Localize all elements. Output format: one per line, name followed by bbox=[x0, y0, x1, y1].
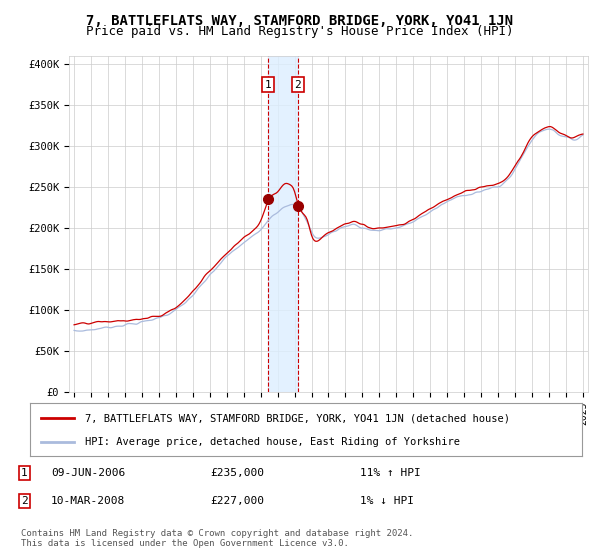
Bar bbox=[268, 56, 298, 392]
Text: 09-JUN-2006: 09-JUN-2006 bbox=[51, 468, 125, 478]
Text: Contains HM Land Registry data © Crown copyright and database right 2024.
This d: Contains HM Land Registry data © Crown c… bbox=[21, 529, 413, 548]
Text: 2: 2 bbox=[21, 496, 28, 506]
Text: 7, BATTLEFLATS WAY, STAMFORD BRIDGE, YORK, YO41 1JN (detached house): 7, BATTLEFLATS WAY, STAMFORD BRIDGE, YOR… bbox=[85, 413, 510, 423]
Text: Price paid vs. HM Land Registry's House Price Index (HPI): Price paid vs. HM Land Registry's House … bbox=[86, 25, 514, 38]
Text: HPI: Average price, detached house, East Riding of Yorkshire: HPI: Average price, detached house, East… bbox=[85, 436, 460, 446]
Text: 1: 1 bbox=[265, 80, 271, 90]
Text: £227,000: £227,000 bbox=[210, 496, 264, 506]
Text: 2: 2 bbox=[295, 80, 301, 90]
Text: 1% ↓ HPI: 1% ↓ HPI bbox=[360, 496, 414, 506]
Text: 1: 1 bbox=[21, 468, 28, 478]
Text: £235,000: £235,000 bbox=[210, 468, 264, 478]
Text: 10-MAR-2008: 10-MAR-2008 bbox=[51, 496, 125, 506]
Text: 11% ↑ HPI: 11% ↑ HPI bbox=[360, 468, 421, 478]
Text: 7, BATTLEFLATS WAY, STAMFORD BRIDGE, YORK, YO41 1JN: 7, BATTLEFLATS WAY, STAMFORD BRIDGE, YOR… bbox=[86, 14, 514, 28]
